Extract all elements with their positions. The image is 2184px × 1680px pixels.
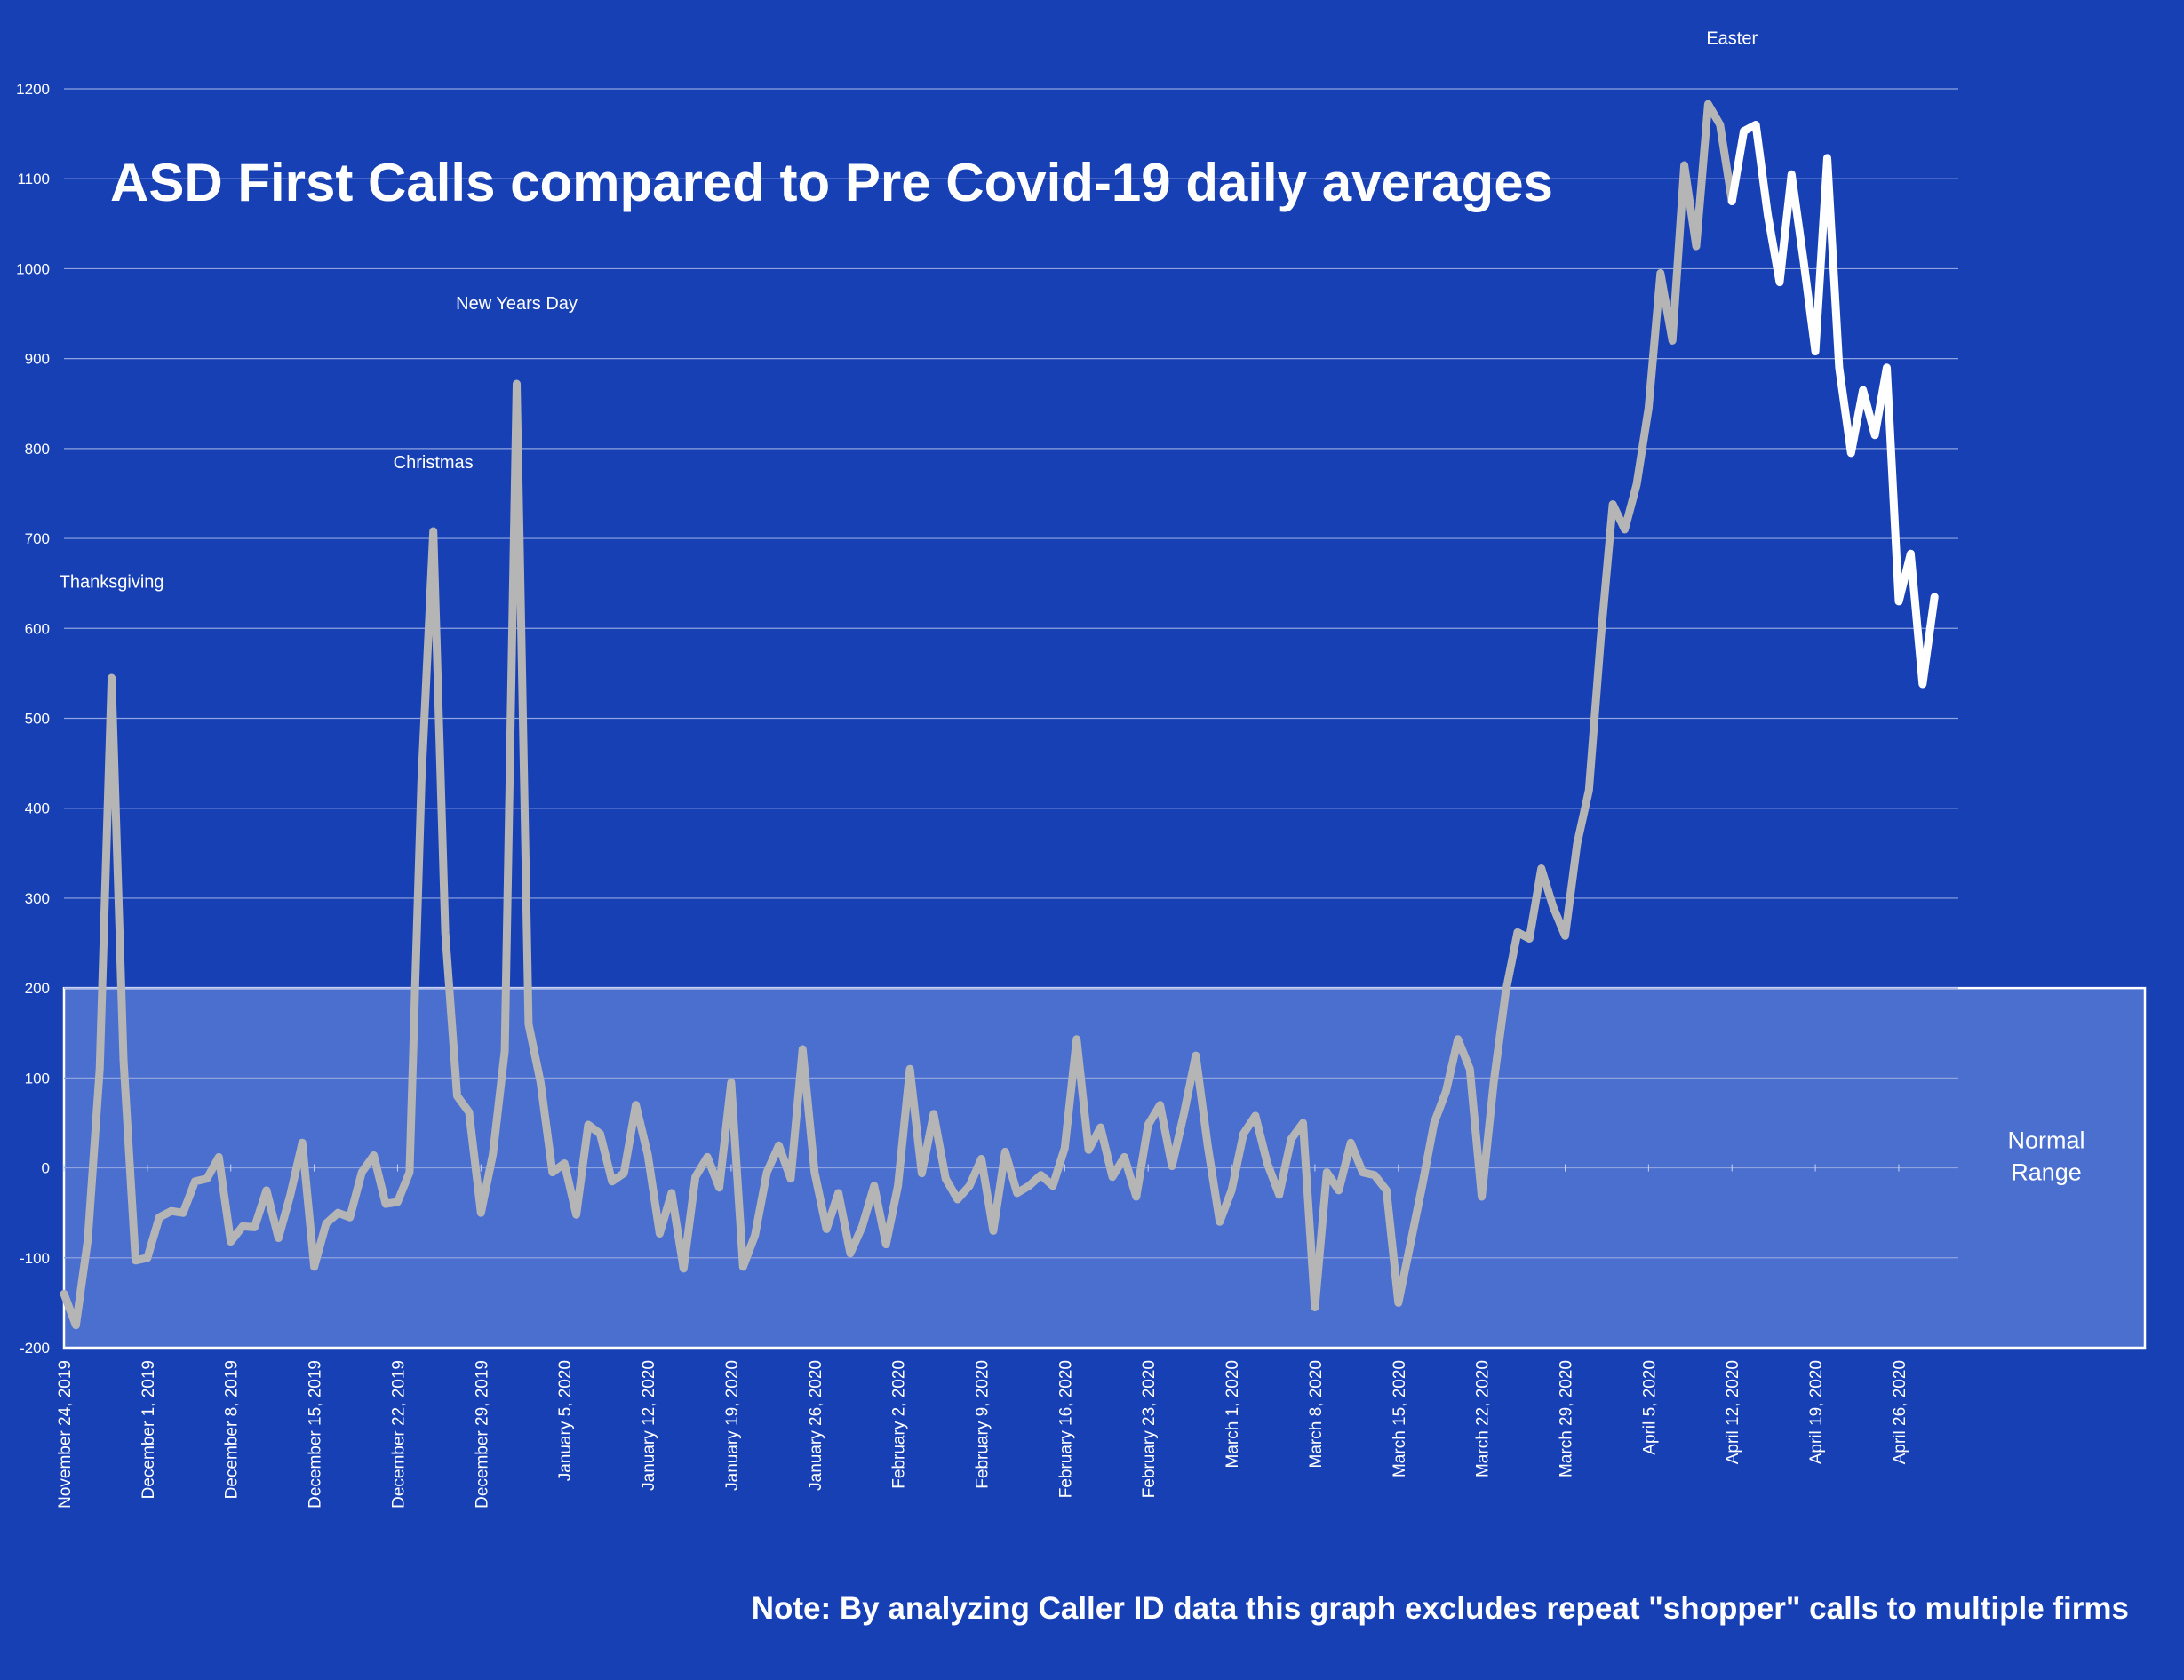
x-tick-label: February 9, 2020 bbox=[973, 1360, 992, 1489]
x-tick-label: December 15, 2019 bbox=[307, 1360, 325, 1509]
chart-note: Note: By analyzing Caller ID data this g… bbox=[752, 1591, 2129, 1626]
normal-range-label: Normal Range bbox=[2007, 1127, 2084, 1186]
x-tick-label: March 15, 2020 bbox=[1391, 1360, 1409, 1477]
y-tick-label: 400 bbox=[25, 800, 50, 817]
x-tick-label: December 1, 2019 bbox=[139, 1360, 158, 1499]
x-tick-label: March 1, 2020 bbox=[1224, 1360, 1242, 1468]
x-tick-label: February 23, 2020 bbox=[1140, 1360, 1159, 1498]
x-tick-label: December 22, 2019 bbox=[389, 1360, 408, 1509]
y-tick-label: 100 bbox=[25, 1070, 50, 1087]
annotation-christmas: Christmas bbox=[394, 453, 474, 473]
x-tick-label: February 2, 2020 bbox=[890, 1360, 909, 1489]
x-tick-label: January 19, 2020 bbox=[723, 1360, 742, 1491]
y-tick-label: -200 bbox=[20, 1340, 50, 1357]
x-tick-label: February 16, 2020 bbox=[1056, 1360, 1075, 1498]
y-tick-label: 600 bbox=[25, 620, 50, 637]
series-lines bbox=[60, 100, 1939, 1330]
x-tick-label: March 8, 2020 bbox=[1307, 1360, 1326, 1468]
x-tick-label: December 29, 2019 bbox=[473, 1360, 491, 1509]
normal-range-label-line1: Normal bbox=[2007, 1127, 2084, 1154]
normal-range-label-line2: Range bbox=[2011, 1159, 2082, 1186]
series-line-main bbox=[60, 100, 1736, 1330]
x-axis-ticks: November 24, 2019 December 1, 2019 Decembe… bbox=[56, 1164, 1909, 1509]
y-tick-label: 200 bbox=[25, 980, 50, 997]
y-tick-label: 800 bbox=[25, 441, 50, 458]
y-axis-ticks: -200 -100 0 100 200 300 400 500 600 700 800 900 1000… bbox=[16, 81, 50, 1357]
x-tick-label: November 24, 2019 bbox=[56, 1360, 75, 1509]
x-tick-label: March 22, 2020 bbox=[1474, 1360, 1493, 1477]
y-tick-label: 500 bbox=[25, 711, 50, 728]
y-tick-label: 300 bbox=[25, 890, 50, 907]
x-tick-label: April 5, 2020 bbox=[1640, 1360, 1659, 1455]
y-tick-label: 1000 bbox=[16, 260, 50, 277]
chart-title: ASD First Calls compared to Pre Covid-19… bbox=[110, 153, 1553, 212]
series-line-recent bbox=[1727, 121, 1939, 689]
y-tick-label: 900 bbox=[25, 351, 50, 368]
x-tick-label: April 26, 2020 bbox=[1891, 1360, 1909, 1464]
x-tick-label: April 12, 2020 bbox=[1724, 1360, 1742, 1464]
x-tick-label: April 19, 2020 bbox=[1807, 1360, 1826, 1464]
y-tick-label: 0 bbox=[42, 1160, 50, 1177]
annotation-easter: Easter bbox=[1706, 28, 1758, 48]
x-tick-label: January 12, 2020 bbox=[640, 1360, 658, 1491]
y-tick-label: 1200 bbox=[16, 81, 50, 98]
y-tick-label: 1100 bbox=[17, 171, 50, 187]
y-tick-label: 700 bbox=[25, 530, 50, 547]
annotations: Thanksgiving Christmas New Years Day Easter bbox=[60, 28, 1758, 592]
x-tick-label: January 26, 2020 bbox=[807, 1360, 825, 1491]
y-tick-label: -100 bbox=[20, 1250, 50, 1267]
gridlines bbox=[64, 88, 1958, 1349]
annotation-thanksgiving: Thanksgiving bbox=[60, 573, 164, 593]
annotation-new-years-day: New Years Day bbox=[456, 294, 578, 314]
x-tick-label: March 29, 2020 bbox=[1558, 1360, 1576, 1477]
x-tick-label: January 5, 2020 bbox=[556, 1360, 575, 1481]
x-tick-label: December 8, 2019 bbox=[223, 1360, 242, 1499]
